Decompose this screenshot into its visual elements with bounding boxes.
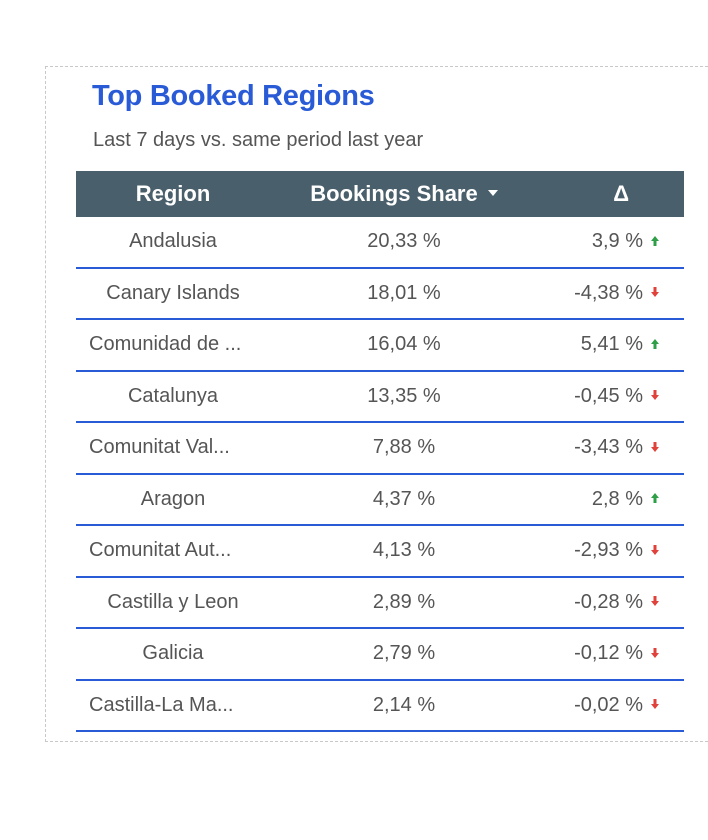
cell-region: Catalunya: [127, 384, 219, 407]
cell-bookings-share: 2,79 %: [372, 642, 436, 665]
header-bookings-share[interactable]: Bookings Share: [270, 181, 538, 207]
table-widget: [45, 66, 708, 742]
cell-delta: -4,38 %: [538, 282, 684, 305]
cell-region: Andalusia: [129, 230, 217, 253]
table-row[interactable]: Castilla y Leon 2,89 % -0,28 %: [76, 578, 684, 629]
table-body: Andalusia 20,33 % 3,9 % Canary Islands 18,01…: [76, 217, 684, 732]
table-row[interactable]: Comunitat Aut... 4,13 % -2,93 %: [76, 526, 684, 578]
cell-delta: 2,8 %: [538, 488, 684, 511]
cell-bookings-share: 2,89 %: [372, 590, 436, 613]
arrow-down-icon: [651, 699, 659, 710]
arrow-down-icon: [651, 390, 659, 401]
cell-region: Comunidad de ...: [89, 333, 242, 356]
arrow-down-icon: [651, 596, 659, 607]
table-row[interactable]: Canary Islands 18,01 % -4,38 %: [76, 269, 684, 320]
cell-bookings-share: 18,01 %: [367, 281, 441, 304]
widget-title: Top Booked Regions: [92, 80, 375, 112]
header-region-label: Region: [135, 181, 211, 206]
delta-value: 2,8 %: [591, 487, 643, 510]
cell-bookings-share: 2,14 %: [372, 693, 436, 716]
cell-bookings-share: 20,33 %: [367, 230, 441, 253]
delta-value: -0,02 %: [574, 693, 643, 716]
table-row[interactable]: Catalunya 13,35 % -0,45 %: [76, 372, 684, 423]
cell-region: Castilla y Leon: [107, 590, 239, 613]
cell-bookings-share: 7,88 %: [372, 436, 436, 459]
cell-delta: 3,9 %: [538, 230, 684, 253]
cell-region: Galicia: [142, 642, 204, 665]
delta-value: -0,12 %: [574, 642, 643, 665]
arrow-down-icon: [651, 544, 659, 555]
arrow-up-icon: [651, 493, 659, 504]
cell-delta: -3,43 %: [538, 436, 684, 459]
cell-delta: -0,12 %: [538, 642, 684, 665]
cell-delta: -0,02 %: [538, 694, 684, 717]
cell-bookings-share: 4,13 %: [372, 539, 436, 562]
header-delta[interactable]: Δ: [538, 181, 684, 207]
delta-value: -2,93 %: [574, 539, 643, 562]
cell-region: Comunitat Val...: [89, 436, 230, 459]
cell-delta: 5,41 %: [538, 333, 684, 356]
delta-value: 3,9 %: [591, 230, 643, 253]
table-row[interactable]: Castilla-La Ma... 2,14 % -0,02 %: [76, 681, 684, 732]
caret-down-icon[interactable]: [487, 190, 498, 197]
regions-table: Region Bookings Share Δ Andalusia 20,33 %…: [76, 171, 684, 732]
cell-bookings-share: 13,35 %: [367, 384, 441, 407]
delta-value: -0,28 %: [574, 590, 643, 613]
delta-value: 5,41 %: [580, 333, 643, 356]
table-header: Region Bookings Share Δ: [76, 171, 684, 217]
cell-region: Castilla-La Ma...: [89, 693, 234, 716]
cell-bookings-share: 4,37 %: [372, 487, 436, 510]
arrow-down-icon: [651, 441, 659, 452]
cell-bookings-share: 16,04 %: [367, 333, 441, 356]
cell-delta: -0,45 %: [538, 385, 684, 408]
delta-value: -4,38 %: [574, 281, 643, 304]
widget-subtitle: Last 7 days vs. same period last year: [93, 129, 424, 151]
arrow-down-icon: [651, 647, 659, 658]
arrow-up-icon: [651, 235, 659, 246]
arrow-up-icon: [651, 338, 659, 349]
table-row[interactable]: Galicia 2,79 % -0,12 %: [76, 629, 684, 681]
table-row[interactable]: Comunidad de ... 16,04 % 5,41 %: [76, 320, 684, 372]
cell-delta: -0,28 %: [538, 591, 684, 614]
cell-region: Canary Islands: [106, 281, 240, 304]
header-share-label: Bookings Share: [310, 181, 478, 206]
table-row[interactable]: Comunitat Val... 7,88 % -3,43 %: [76, 423, 684, 475]
cell-region: Comunitat Aut...: [89, 539, 232, 562]
cell-region: Aragon: [140, 487, 206, 510]
header-delta-label: Δ: [613, 181, 629, 206]
table-row[interactable]: Andalusia 20,33 % 3,9 %: [76, 217, 684, 269]
table-row[interactable]: Aragon 4,37 % 2,8 %: [76, 475, 684, 526]
arrow-down-icon: [651, 287, 659, 298]
cell-delta: -2,93 %: [538, 539, 684, 562]
header-region[interactable]: Region: [76, 181, 270, 207]
delta-value: -0,45 %: [574, 384, 643, 407]
delta-value: -3,43 %: [574, 436, 643, 459]
